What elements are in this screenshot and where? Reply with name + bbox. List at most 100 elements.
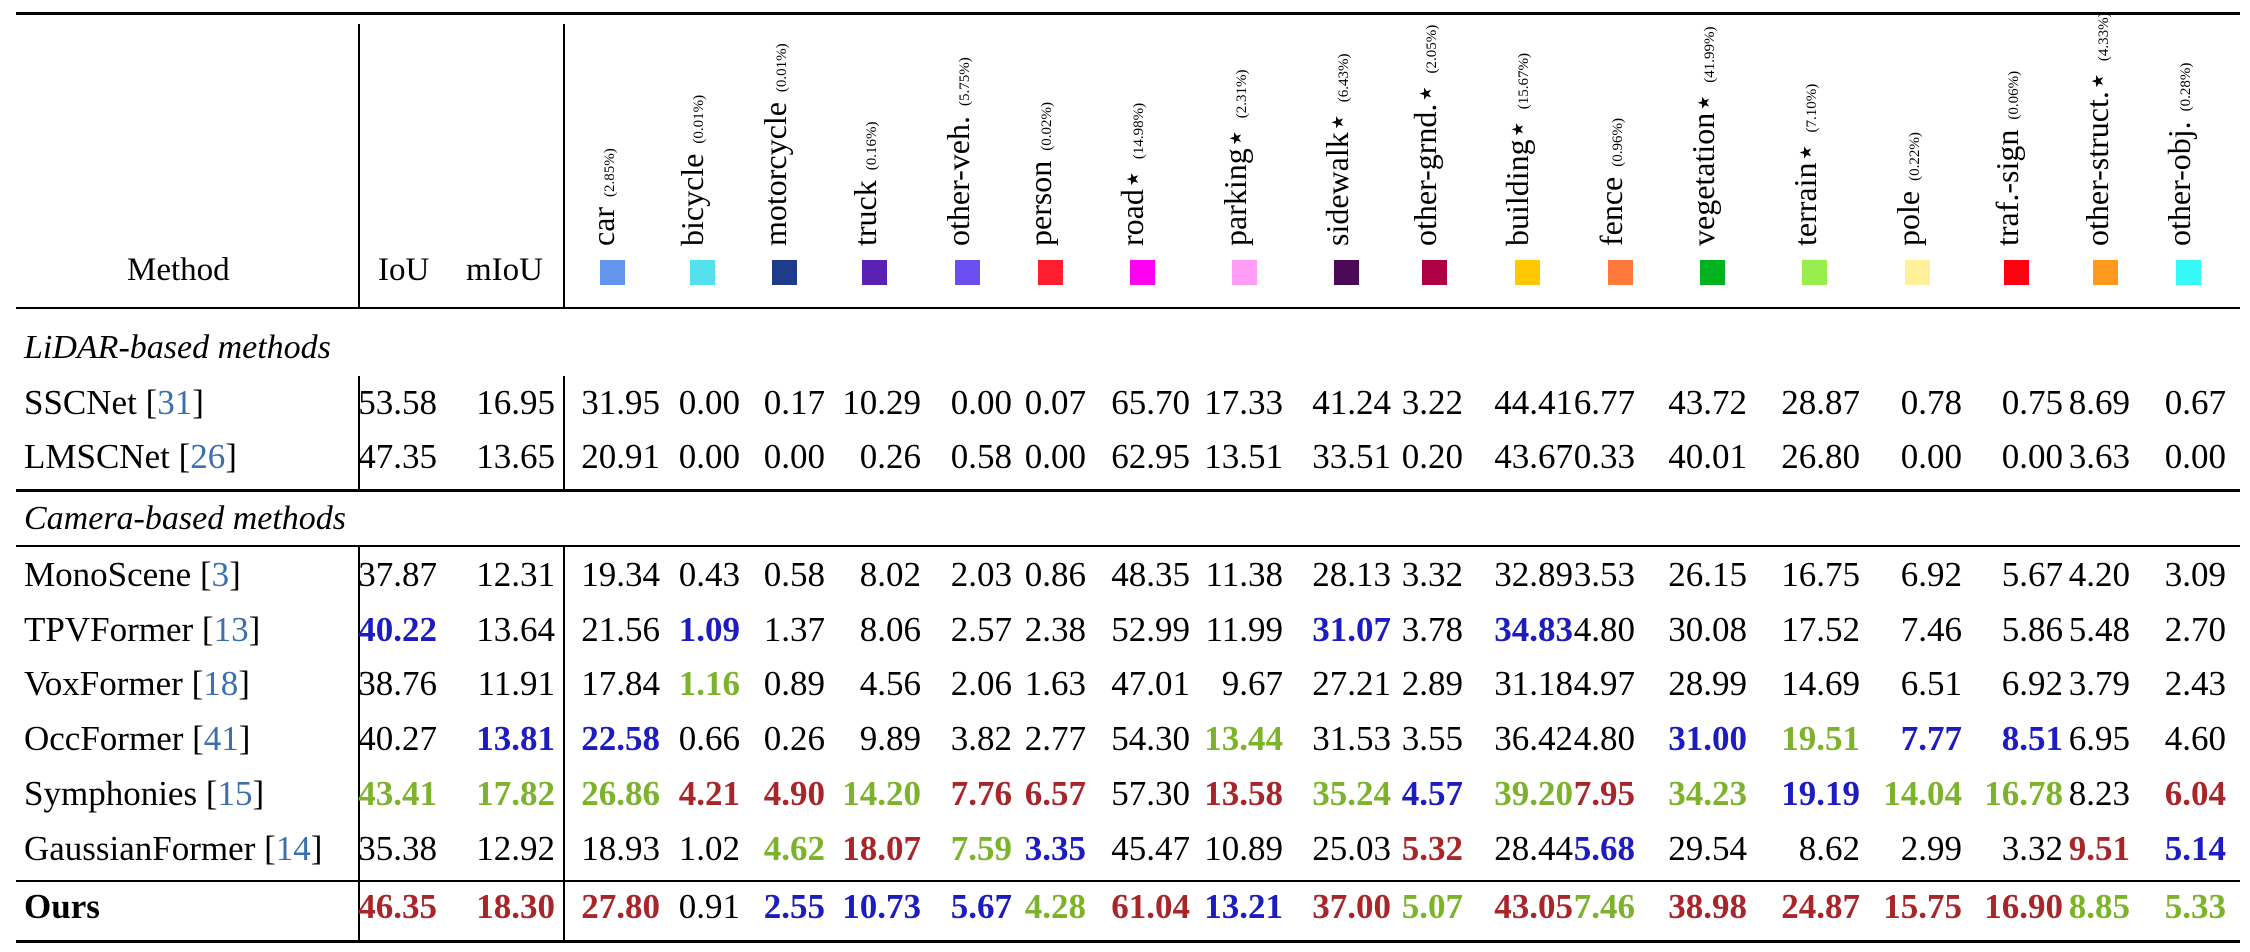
section-rule <box>16 489 2240 492</box>
value-cell: 3.55 <box>1401 719 1463 758</box>
value-cell: 7.76 <box>950 774 1012 813</box>
class-name: traf.-sign <box>1989 129 2025 246</box>
metric-separator-camera <box>563 547 565 880</box>
value-cell: 4.56 <box>859 664 921 703</box>
value-cell: 8.02 <box>859 555 921 594</box>
class-frequency: (6.43%) <box>1336 53 1352 103</box>
value-cell: 2.77 <box>1024 719 1086 758</box>
value-cell: 0.91 <box>678 887 740 926</box>
value-cell: 16.90 <box>1984 887 2063 926</box>
method-separator-camera <box>358 547 360 880</box>
class-name: bicycle <box>674 153 710 246</box>
class-name: other-struct.⋆ <box>2079 71 2115 246</box>
value-cell: 4.97 <box>1573 664 1635 703</box>
value-cell: 0.00 <box>678 383 740 422</box>
value-cell: 5.07 <box>1401 887 1463 926</box>
class-name: parking⋆ <box>1217 128 1253 246</box>
value-cell: 7.77 <box>1900 719 1962 758</box>
class-header-13: terrain⋆ (7.10%) <box>1787 84 1829 246</box>
value-cell: 36.42 <box>1494 719 1573 758</box>
value-cell: 38.76 <box>358 664 437 703</box>
value-cell: 0.00 <box>2164 437 2226 476</box>
value-cell: 14.04 <box>1883 774 1962 813</box>
value-cell: 43.41 <box>358 774 437 813</box>
class-name: motorcycle <box>757 102 793 246</box>
class-header-8: sidewalk⋆ (6.43%) <box>1319 53 1361 246</box>
value-cell: 11.38 <box>1205 555 1283 594</box>
class-name: car <box>585 206 621 246</box>
section-title: LiDAR-based methods <box>24 329 331 366</box>
value-cell: 61.04 <box>1111 887 1190 926</box>
class-color-swatch-12 <box>1700 260 1725 285</box>
value-cell: 5.86 <box>2001 610 2063 649</box>
value-cell: 62.95 <box>1111 437 1190 476</box>
value-cell: 18.93 <box>581 829 660 868</box>
value-cell: 27.21 <box>1312 664 1391 703</box>
value-cell: 31.53 <box>1312 719 1391 758</box>
value-cell: 14.69 <box>1781 664 1860 703</box>
value-cell: 40.22 <box>358 610 437 649</box>
metric-separator-ours <box>563 882 565 940</box>
method-label: VoxFormer <box>24 664 183 703</box>
value-cell: 0.00 <box>678 437 740 476</box>
class-color-swatch-16 <box>2093 260 2118 285</box>
value-cell: 0.66 <box>678 719 740 758</box>
method-label: SSCNet <box>24 383 137 422</box>
value-cell: 12.31 <box>476 555 555 594</box>
value-cell: 6.77 <box>1573 383 1635 422</box>
value-cell: 29.54 <box>1668 829 1747 868</box>
citation-link: 41 <box>203 719 239 758</box>
value-cell: 8.69 <box>2068 383 2130 422</box>
class-frequency: (0.06%) <box>2006 70 2022 120</box>
value-cell: 3.53 <box>1573 555 1635 594</box>
method-name: TPVFormer [13] <box>24 610 261 649</box>
class-frequency: (4.33%) <box>2096 12 2112 62</box>
class-name: truck <box>847 180 883 246</box>
class-header-15: traf.-sign (0.06%) <box>1989 70 2031 246</box>
value-cell: 11.99 <box>1205 610 1283 649</box>
citation-link: 14 <box>275 829 311 868</box>
value-cell: 31.95 <box>581 383 660 422</box>
value-cell: 28.13 <box>1312 555 1391 594</box>
class-color-swatch-0 <box>600 260 625 285</box>
value-cell: 3.32 <box>1401 555 1463 594</box>
camera-header-rule <box>16 545 2240 547</box>
citation-link: 15 <box>217 774 253 813</box>
class-color-swatch-17 <box>2176 260 2201 285</box>
value-cell: 1.37 <box>763 610 825 649</box>
value-cell: 18.30 <box>476 887 555 926</box>
value-cell: 43.05 <box>1494 887 1573 926</box>
method-name: SSCNet [31] <box>24 383 204 422</box>
value-cell: 0.07 <box>1024 383 1086 422</box>
class-frequency: (2.85%) <box>602 148 618 197</box>
value-cell: 2.99 <box>1900 829 1962 868</box>
class-color-swatch-7 <box>1232 260 1257 285</box>
value-cell: 2.06 <box>950 664 1012 703</box>
class-header-9: other-grnd.⋆ (2.05%) <box>1407 25 1449 246</box>
value-cell: 2.57 <box>950 610 1012 649</box>
class-header-5: person (0.02%) <box>1022 101 1064 246</box>
value-cell: 13.21 <box>1204 887 1283 926</box>
method-label: Ours <box>24 887 100 926</box>
value-cell: 0.17 <box>763 383 825 422</box>
citation-link: 3 <box>211 555 230 594</box>
value-cell: 4.21 <box>678 774 740 813</box>
value-cell: 52.99 <box>1111 610 1190 649</box>
value-cell: 20.91 <box>581 437 660 476</box>
class-color-swatch-11 <box>1608 260 1633 285</box>
value-cell: 0.43 <box>678 555 740 594</box>
method-label: Symphonies <box>24 774 198 813</box>
class-header-3: truck (0.16%) <box>847 122 889 247</box>
value-cell: 17.82 <box>476 774 555 813</box>
class-frequency: (0.02%) <box>1039 101 1055 151</box>
value-cell: 27.80 <box>581 887 660 926</box>
value-cell: 0.67 <box>2164 383 2226 422</box>
value-cell: 5.32 <box>1401 829 1463 868</box>
method-name: Ours <box>24 887 100 927</box>
value-cell: 10.89 <box>1204 829 1283 868</box>
value-cell: 4.90 <box>763 774 825 813</box>
class-color-swatch-6 <box>1130 260 1155 285</box>
method-name: Symphonies [15] <box>24 774 265 813</box>
value-cell: 9.67 <box>1221 664 1283 703</box>
